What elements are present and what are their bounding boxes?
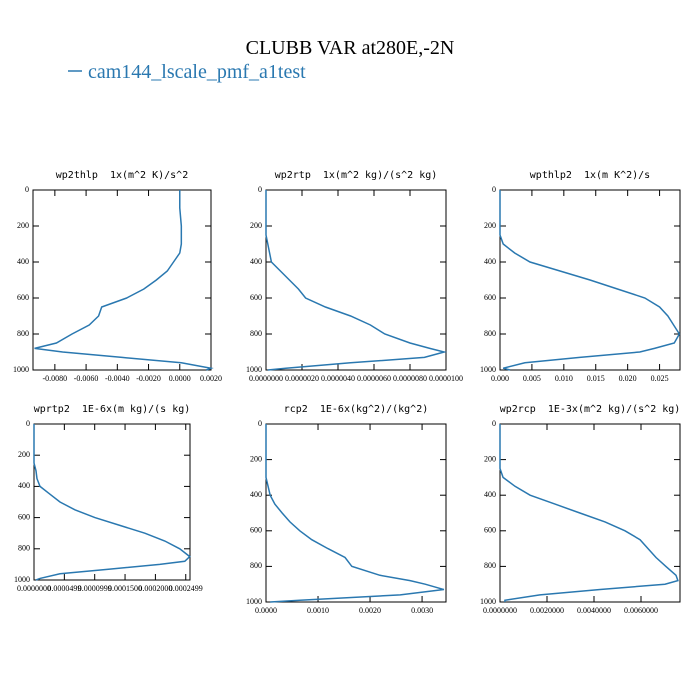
x-tick-label: 0.0000999 [78, 584, 112, 593]
y-tick-label: 1000 [14, 575, 30, 584]
y-tick-label: 200 [17, 221, 29, 230]
y-tick-label: 600 [484, 293, 496, 302]
y-tick-label: 400 [17, 257, 29, 266]
x-tick-label: 0.0020 [359, 606, 381, 615]
y-tick-label: 200 [18, 450, 30, 459]
x-tick-label: 0.0000 [169, 374, 191, 383]
y-tick-label: 0 [26, 419, 30, 428]
x-tick-label: 0.015 [587, 374, 605, 383]
x-tick-label: 0.025 [651, 374, 669, 383]
y-tick-label: 600 [18, 512, 30, 521]
x-tick-label: 0.0020000 [530, 606, 564, 615]
x-tick-label: 0.0000000 [249, 374, 283, 383]
plot-frame [33, 423, 191, 581]
y-tick-label: 800 [484, 329, 496, 338]
plot-frame [499, 423, 681, 603]
y-tick-label: 1000 [13, 365, 29, 374]
plot-frame [265, 189, 447, 371]
profile-line [499, 190, 681, 371]
y-tick-label: 0 [258, 185, 262, 194]
y-tick-label: 400 [250, 257, 262, 266]
y-tick-label: 400 [18, 481, 30, 490]
x-tick-label: 0.0000000 [17, 584, 51, 593]
plot-frame [32, 189, 212, 371]
x-tick-label: -0.0080 [43, 374, 68, 383]
y-tick-label: 200 [250, 221, 262, 230]
x-tick-label: 0.0002499 [169, 584, 203, 593]
y-tick-label: 800 [484, 561, 496, 570]
x-tick-label: 0.020 [619, 374, 637, 383]
plot-frame [499, 189, 681, 371]
legend-label: cam144_lscale_pmf_a1test [88, 61, 306, 83]
panel-title: rcp2 1E-6x(kg^2)/(kg^2) [284, 404, 429, 415]
profile-line [265, 424, 445, 603]
y-tick-label: 800 [18, 544, 30, 553]
x-tick-label: 0.0000000 [483, 606, 517, 615]
panel-title: wp2rtp 1x(m^2 kg)/(s^2 kg) [275, 170, 438, 181]
x-tick-label: 0.0040000 [577, 606, 611, 615]
x-tick-label: 0.0002000 [138, 584, 172, 593]
y-tick-label: 1000 [246, 365, 262, 374]
y-tick-label: 1000 [480, 597, 496, 606]
panel-title: wpthlp2 1x(m K^2)/s [530, 170, 650, 181]
x-tick-label: 0.0000040 [321, 374, 355, 383]
x-tick-label: 0.010 [555, 374, 573, 383]
profile-line [33, 424, 191, 581]
y-tick-label: 0 [258, 419, 262, 428]
x-tick-label: 0.005 [523, 374, 541, 383]
y-tick-label: 200 [484, 454, 496, 463]
y-tick-label: 1000 [246, 597, 262, 606]
profile-line [499, 424, 679, 602]
x-tick-label: 0.0030 [411, 606, 433, 615]
y-tick-label: 600 [250, 293, 262, 302]
x-tick-label: 0.0060000 [624, 606, 658, 615]
profile-line [34, 190, 214, 371]
panel-title: wprtp2 1E-6x(m kg)/(s kg) [34, 404, 191, 415]
y-tick-label: 0 [492, 419, 496, 428]
panel-title: wp2rcp 1E-3x(m^2 kg)/(s^2 kg) [500, 404, 681, 415]
panel-title: wp2thlp 1x(m^2 K)/s^2 [56, 170, 188, 181]
figure-title: CLUBB VAR at280E,-2N [246, 37, 455, 59]
x-tick-label: 0.0000100 [429, 374, 463, 383]
y-tick-label: 800 [250, 329, 262, 338]
x-tick-label: 0.0000020 [285, 374, 319, 383]
plot-frame [265, 423, 447, 603]
y-tick-label: 200 [484, 221, 496, 230]
y-tick-label: 1000 [480, 365, 496, 374]
x-tick-label: 0.0001500 [108, 584, 142, 593]
y-tick-label: 600 [484, 526, 496, 535]
profile-line [265, 190, 448, 371]
x-tick-label: 0.0000060 [357, 374, 391, 383]
y-tick-label: 0 [25, 185, 29, 194]
y-tick-label: 600 [250, 526, 262, 535]
y-tick-label: 400 [250, 490, 262, 499]
x-tick-label: -0.0060 [74, 374, 99, 383]
x-tick-label: -0.0040 [105, 374, 130, 383]
y-tick-label: 200 [250, 454, 262, 463]
y-tick-label: 800 [250, 561, 262, 570]
y-tick-label: 800 [17, 329, 29, 338]
x-tick-label: 0.0000499 [47, 584, 81, 593]
x-tick-label: 0.0010 [307, 606, 329, 615]
y-tick-label: 400 [484, 257, 496, 266]
x-tick-label: 0.0020 [200, 374, 222, 383]
x-tick-label: -0.0020 [136, 374, 161, 383]
x-tick-label: 0.000 [491, 374, 509, 383]
y-tick-label: 400 [484, 490, 496, 499]
y-tick-label: 0 [492, 185, 496, 194]
x-tick-label: 0.0000 [255, 606, 277, 615]
y-tick-label: 600 [17, 293, 29, 302]
x-tick-label: 0.0000080 [393, 374, 427, 383]
